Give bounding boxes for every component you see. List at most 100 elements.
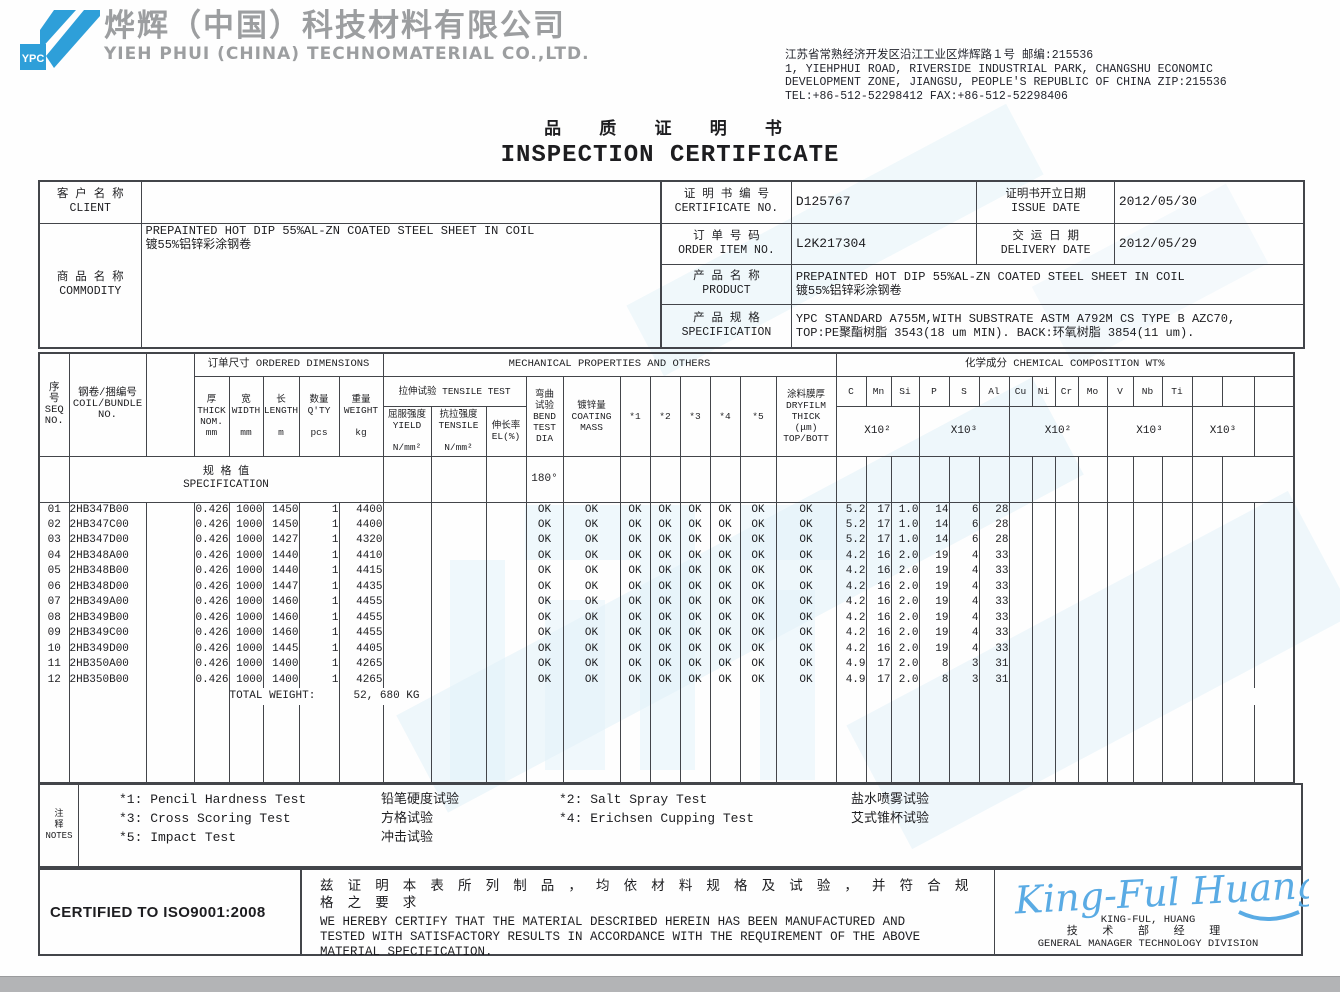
cell-star4: OK bbox=[709, 564, 741, 580]
spec-cell bbox=[1031, 455, 1056, 503]
cell-coating: OK bbox=[562, 501, 621, 518]
col-header-spare bbox=[145, 352, 195, 457]
cell-el bbox=[485, 564, 527, 580]
cell-cu bbox=[1008, 548, 1033, 564]
cell-star3: OK bbox=[679, 517, 711, 533]
cell-spare bbox=[145, 657, 195, 673]
cell-length: 1400 bbox=[262, 672, 300, 688]
spec-cell bbox=[709, 455, 741, 503]
col-header-element-c: C bbox=[835, 375, 867, 407]
cell-x1 bbox=[1191, 579, 1223, 595]
cell-s: 4 bbox=[948, 564, 980, 580]
cell-ni bbox=[1031, 595, 1056, 611]
cell-c: 4.2 bbox=[835, 641, 867, 657]
cell-p: 19 bbox=[918, 595, 950, 611]
cell-yield bbox=[382, 548, 432, 564]
cell-cr bbox=[1054, 564, 1079, 580]
cell-ti bbox=[1161, 533, 1193, 549]
cell-si: 1.0 bbox=[890, 501, 920, 518]
certify-statement-cn: 兹 证 明 本 表 所 列 制 品 ， 均 依 材 料 规 格 及 试 验 ， … bbox=[320, 880, 972, 912]
cell-p: 19 bbox=[918, 641, 950, 657]
cell-star3: OK bbox=[679, 501, 711, 518]
cell-el bbox=[485, 626, 527, 642]
cell-nb bbox=[1132, 626, 1163, 642]
cell-dryfilm: OK bbox=[775, 501, 837, 518]
cell-coating: OK bbox=[562, 626, 621, 642]
certification-section: CERTIFIED TO ISO9001:2008 兹 证 明 本 表 所 列 … bbox=[38, 863, 1309, 959]
company-logo: YPC bbox=[18, 8, 102, 77]
col-header-element-mo: Mo bbox=[1077, 375, 1108, 407]
cell-star2: OK bbox=[649, 517, 681, 533]
cell-width: 1000 bbox=[228, 501, 264, 518]
cell-yield bbox=[382, 501, 432, 518]
cell-ni bbox=[1031, 533, 1056, 549]
cell-star5: OK bbox=[739, 548, 777, 564]
cell-dryfilm: OK bbox=[775, 657, 837, 673]
cell-star5: OK bbox=[739, 626, 777, 642]
cell-seq: 10 bbox=[38, 641, 70, 657]
spec-cell bbox=[562, 455, 621, 503]
cell-yield bbox=[382, 517, 432, 533]
cell-bend: OK bbox=[525, 657, 564, 673]
cell-s: 4 bbox=[948, 595, 980, 611]
notes-section: 注 释 NOTES *1: Pencil Hardness Test 铅笔硬度试… bbox=[38, 783, 1303, 868]
cell-nb bbox=[1132, 501, 1163, 518]
cell-length: 1460 bbox=[262, 610, 300, 626]
cell-spare bbox=[145, 517, 195, 533]
cell-weight: 4415 bbox=[338, 564, 384, 580]
cell-star2: OK bbox=[649, 595, 681, 611]
cell-yield bbox=[382, 657, 432, 673]
cell-star1: OK bbox=[619, 579, 651, 595]
cell-nb bbox=[1132, 641, 1163, 657]
cell-spare bbox=[145, 579, 195, 595]
cell-nb bbox=[1132, 610, 1163, 626]
signature-script: King-Ful Huang bbox=[1013, 863, 1309, 923]
product-spec-value: YPC STANDARD A755M,WITH SUBSTRATE ASTM A… bbox=[790, 303, 1305, 349]
signature-block: King-Ful Huang KING-FUL, HUANG 技 术 部 经 理… bbox=[995, 863, 1309, 954]
cell-x1 bbox=[1191, 564, 1223, 580]
cell-ni bbox=[1031, 548, 1056, 564]
cell-cu bbox=[1008, 610, 1033, 626]
cell-mo bbox=[1077, 595, 1108, 611]
cell-mo bbox=[1077, 533, 1108, 549]
cell-width: 1000 bbox=[228, 610, 264, 626]
note-item: *4: Erichsen Cupping Test bbox=[559, 811, 755, 826]
table-row: 02 2HB347C00 0.426 1000 1450 1 4400 OK OK OK OK OK O… bbox=[38, 517, 1295, 533]
cell-al: 33 bbox=[978, 595, 1010, 611]
note-item-cn: 冲击试验 bbox=[381, 830, 434, 845]
document-title: 品 质 证 明 书 INSPECTION CERTIFICATE bbox=[0, 120, 1340, 169]
cell-tensile bbox=[430, 564, 487, 580]
cell-tensile bbox=[430, 672, 487, 688]
total-weight-label: TOTAL WEIGHT: bbox=[228, 688, 340, 705]
cell-star3: OK bbox=[679, 595, 711, 611]
cell-thick: 0.426 bbox=[193, 501, 230, 518]
certificate-no-value: D125767 bbox=[790, 180, 978, 224]
cell-nb bbox=[1132, 595, 1163, 611]
cell-bend: OK bbox=[525, 626, 564, 642]
cell-p: 19 bbox=[918, 610, 950, 626]
spec-cell bbox=[739, 455, 777, 503]
cell-c: 4.9 bbox=[835, 672, 867, 688]
cell-length: 1427 bbox=[262, 533, 300, 549]
cell-v bbox=[1106, 517, 1134, 533]
cell-tensile bbox=[430, 501, 487, 518]
cell-al: 28 bbox=[978, 517, 1010, 533]
col-header-element-x3 bbox=[1253, 375, 1295, 407]
company-block: 烨辉（中国）科技材料有限公司 YIEH PHUI (CHINA) TECHNOM… bbox=[104, 8, 590, 64]
spec-cell bbox=[679, 455, 711, 503]
cell-star1: OK bbox=[619, 548, 651, 564]
cell-star5: OK bbox=[739, 657, 777, 673]
cell-coil: 2HB347B00 bbox=[68, 501, 147, 518]
cell-qty: 1 bbox=[298, 672, 340, 688]
company-name-en: YIEH PHUI (CHINA) TECHNOMATERIAL CO.,LTD… bbox=[104, 44, 590, 64]
note-item: *5: Impact Test bbox=[119, 830, 237, 845]
cell-al: 33 bbox=[978, 579, 1010, 595]
cell-el bbox=[485, 533, 527, 549]
cell-star1: OK bbox=[619, 626, 651, 642]
cell-ni bbox=[1031, 564, 1056, 580]
cell-cr bbox=[1054, 533, 1079, 549]
cell-el bbox=[485, 657, 527, 673]
cell-length: 1460 bbox=[262, 595, 300, 611]
cell-yield bbox=[382, 626, 432, 642]
cell-p: 14 bbox=[918, 517, 950, 533]
